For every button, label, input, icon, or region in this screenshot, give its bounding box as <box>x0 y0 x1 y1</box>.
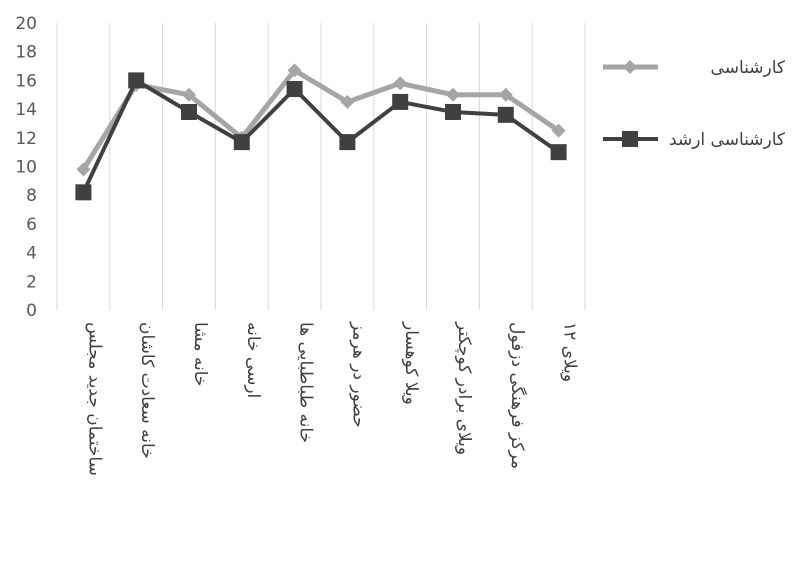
data-point-square <box>181 103 197 120</box>
data-point-diamond <box>76 162 91 177</box>
data-point-square <box>339 134 356 151</box>
y-tick-label: 14 <box>15 100 37 120</box>
data-point-square <box>392 93 409 110</box>
x-category-label: خانه سعادت کاشان <box>137 322 157 459</box>
data-point-diamond <box>498 87 513 102</box>
x-axis-category-labels: ساختمان جدید مجلس خانه سعادت کاشان خانه مش… <box>84 321 579 476</box>
y-tick-label: 20 <box>15 14 37 34</box>
y-tick-label: 10 <box>15 158 37 178</box>
y-tick-label: 0 <box>26 301 37 321</box>
data-point-diamond <box>182 87 196 102</box>
legend-marker-diamond <box>623 60 637 74</box>
y-tick-label: 4 <box>26 244 37 264</box>
grid <box>56 23 586 310</box>
y-tick-label: 6 <box>26 215 37 235</box>
y-tick-label: 16 <box>15 71 37 91</box>
y-tick-label: 2 <box>26 272 37 292</box>
x-category-label: خانه مشا <box>190 322 210 386</box>
data-point-square <box>445 103 461 120</box>
data-point-diamond <box>551 123 566 138</box>
x-category-label: ساختمان جدید مجلس <box>84 322 104 476</box>
data-point-diamond <box>340 94 355 109</box>
legend: کارشناسی کارشناسی ارشد <box>603 58 786 150</box>
legend-marker-square <box>622 131 638 147</box>
series-line <box>81 78 560 194</box>
y-tick-label: 8 <box>26 186 37 206</box>
data-point-diamond <box>393 76 408 91</box>
data-point-square <box>75 184 92 201</box>
x-category-label: ارسی خانه <box>243 322 263 398</box>
y-axis-tick-labels: 0 2 4 6 8 10 12 14 16 18 20 <box>15 14 37 321</box>
legend-label: کارشناسی <box>711 58 786 78</box>
x-category-label: ویلا کوهسار <box>401 321 421 405</box>
x-category-label: خانه طباطبایی ها <box>296 322 316 443</box>
data-point-diamond <box>287 63 302 78</box>
x-category-label: ویلای ۱۲ <box>560 322 580 382</box>
x-category-label: حضور در هرمز <box>348 321 368 428</box>
y-tick-label: 18 <box>15 43 37 63</box>
data-point-square <box>286 81 303 98</box>
data-point-square <box>233 134 250 151</box>
y-tick-label: 12 <box>15 129 37 149</box>
data-point-square <box>550 144 567 161</box>
series-line <box>81 67 561 171</box>
data-point-square <box>128 72 145 89</box>
legend-label: کارشناسی ارشد <box>669 130 786 150</box>
x-category-label: مرکز فرهنگی دزفول <box>507 322 528 469</box>
series-layer <box>75 63 567 201</box>
data-point-diamond <box>446 87 460 102</box>
data-point-square <box>497 106 514 123</box>
x-category-label: ویلای برادر کوچکتر <box>454 321 474 455</box>
